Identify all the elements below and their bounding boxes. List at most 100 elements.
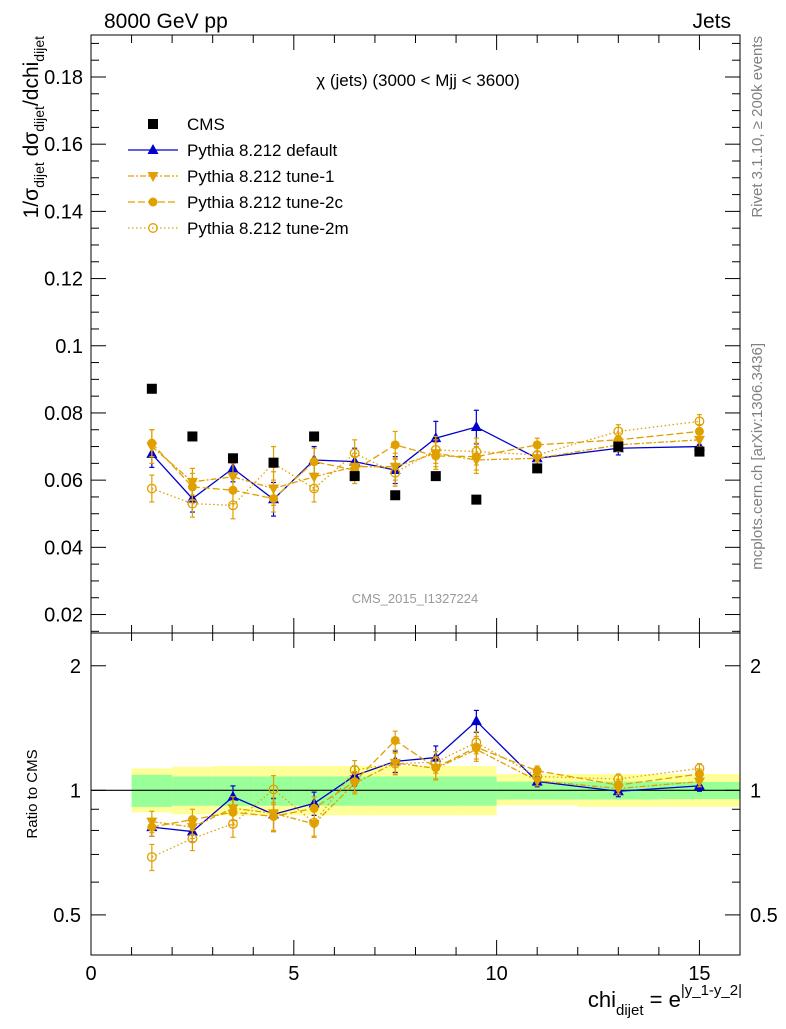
y-tick-label: 0.16 xyxy=(44,134,83,156)
ratio-point xyxy=(147,822,157,832)
legend: CMS Pythia 8.212 default Pythia 8.212 tune… xyxy=(128,115,349,238)
legend-marker xyxy=(147,144,159,154)
x-tick-label: 15 xyxy=(688,963,710,985)
xlabel-mid: = e xyxy=(644,987,681,1012)
data-point xyxy=(694,426,704,436)
cms-data-point xyxy=(613,441,624,452)
data-point xyxy=(694,416,705,427)
ratio-series-3-group xyxy=(146,731,705,872)
data-point xyxy=(146,483,157,494)
cms-data-point xyxy=(349,471,360,482)
main-y-axis-label: 1/σdijet dσdijet/dchidijet xyxy=(20,36,47,218)
ylabel-sub-2: dijet xyxy=(31,106,47,132)
cms-data-point xyxy=(471,494,482,505)
ratio-point xyxy=(269,811,279,821)
main-y-ticks: 0.02 0.04 0.06 0.08 0.1 0.12 0.14 0.16 0.18 xyxy=(44,42,740,632)
y-tick-label: 0.02 xyxy=(44,605,83,627)
ratio-series-line xyxy=(151,741,700,858)
legend-label: Pythia 8.212 tune-1 xyxy=(187,167,334,186)
ratio-point xyxy=(187,833,198,844)
ratio-y-tick-label: 0.5 xyxy=(53,905,81,927)
header-right: Jets xyxy=(692,10,731,33)
ratio-y-tick-label-right: 2 xyxy=(750,656,761,678)
ratio-point xyxy=(309,817,320,828)
y-tick-label: 0.08 xyxy=(44,403,83,425)
ratio-series-line xyxy=(151,720,700,833)
x-axis-label: chidijet = e|y_1-y_2| xyxy=(588,982,742,1019)
legend-item-1: Pythia 8.212 tune-1 xyxy=(128,167,334,186)
data-point xyxy=(309,483,320,494)
ratio-y-tick-label-right: 0.5 xyxy=(750,905,778,927)
ratio-point xyxy=(228,818,238,829)
y-tick-label: 0.06 xyxy=(44,470,83,492)
legend-item-0: Pythia 8.212 default xyxy=(128,141,338,160)
watermark: CMS_2015_I1327224 xyxy=(352,591,479,606)
ratio-point xyxy=(471,737,482,748)
cms-data-group xyxy=(146,383,705,505)
data-point xyxy=(532,440,542,450)
uncertainty-band-inner xyxy=(374,776,416,806)
data-point xyxy=(187,498,198,509)
legend-item-3: Pythia 8.212 tune-2m xyxy=(128,219,349,238)
y-tick-label: 0.14 xyxy=(44,201,83,223)
data-point xyxy=(430,444,441,455)
ratio-point xyxy=(390,735,400,745)
cms-data-point xyxy=(146,383,157,394)
data-point xyxy=(470,421,482,432)
ratio-y-tick-label: 1 xyxy=(70,780,81,802)
series-line xyxy=(151,439,700,490)
ratio-point xyxy=(430,757,441,768)
data-point xyxy=(228,500,238,511)
ratio-point xyxy=(187,815,197,825)
xlabel-main: chi xyxy=(588,987,616,1012)
ratio-point xyxy=(532,771,543,782)
series-line xyxy=(151,426,700,501)
data-point xyxy=(390,440,400,450)
ratio-point xyxy=(390,758,401,769)
ratio-y-ticks: 0.5 0.5 1 1 2 2 xyxy=(53,656,778,956)
legend-marker xyxy=(148,223,158,233)
ratio-y-axis-label: Ratio to CMS xyxy=(24,749,41,838)
legend-label: Pythia 8.212 default xyxy=(187,141,338,160)
data-point xyxy=(187,482,197,492)
ratio-point xyxy=(227,790,239,801)
legend-marker xyxy=(148,119,158,129)
uncertainty-band-inner xyxy=(415,776,457,806)
xlabel-sub: dijet xyxy=(616,1002,644,1019)
y-tick-label: 0.12 xyxy=(44,269,83,291)
data-point xyxy=(693,435,705,446)
ratio-point xyxy=(470,715,482,726)
ylabel-part-3: /dchi xyxy=(20,62,43,106)
cms-data-point xyxy=(532,463,543,474)
ratio-panel: 0.5 0.5 1 1 2 2 0 5 10 15 Ratio to CMS chidijet … xyxy=(24,632,778,1019)
series-line xyxy=(151,420,700,506)
plot-title: χ (jets) (3000 < Mjj < 3600) xyxy=(316,71,520,90)
legend-item-2: Pythia 8.212 tune-2c xyxy=(128,193,343,212)
data-point xyxy=(309,457,319,467)
ratio-series-line xyxy=(151,748,700,828)
x-tick-label: 5 xyxy=(288,963,299,985)
ratio-y-tick-label-right: 1 xyxy=(750,780,761,802)
data-point xyxy=(532,449,543,460)
ratio-series-line xyxy=(151,739,700,828)
ratio-point xyxy=(146,852,157,862)
x-tick-label: 0 xyxy=(85,963,96,985)
ylabel-sub-3: dijet xyxy=(31,36,47,62)
main-x-ticks xyxy=(90,35,741,633)
y-tick-label: 0.1 xyxy=(55,336,83,358)
data-point xyxy=(269,494,279,504)
ratio-point xyxy=(693,777,705,788)
cms-data-point xyxy=(227,453,238,464)
data-point xyxy=(613,426,624,437)
x-tick-label: 10 xyxy=(486,963,508,985)
legend-label: CMS xyxy=(187,115,225,134)
legend-marker xyxy=(148,197,158,207)
legend-label: Pythia 8.212 tune-2m xyxy=(187,219,349,238)
series-line xyxy=(151,430,700,500)
cms-data-point xyxy=(268,457,279,468)
cms-data-point xyxy=(187,431,198,442)
data-point xyxy=(471,446,482,457)
cms-data-point xyxy=(309,431,320,442)
ratio-y-tick-label: 2 xyxy=(70,656,81,678)
